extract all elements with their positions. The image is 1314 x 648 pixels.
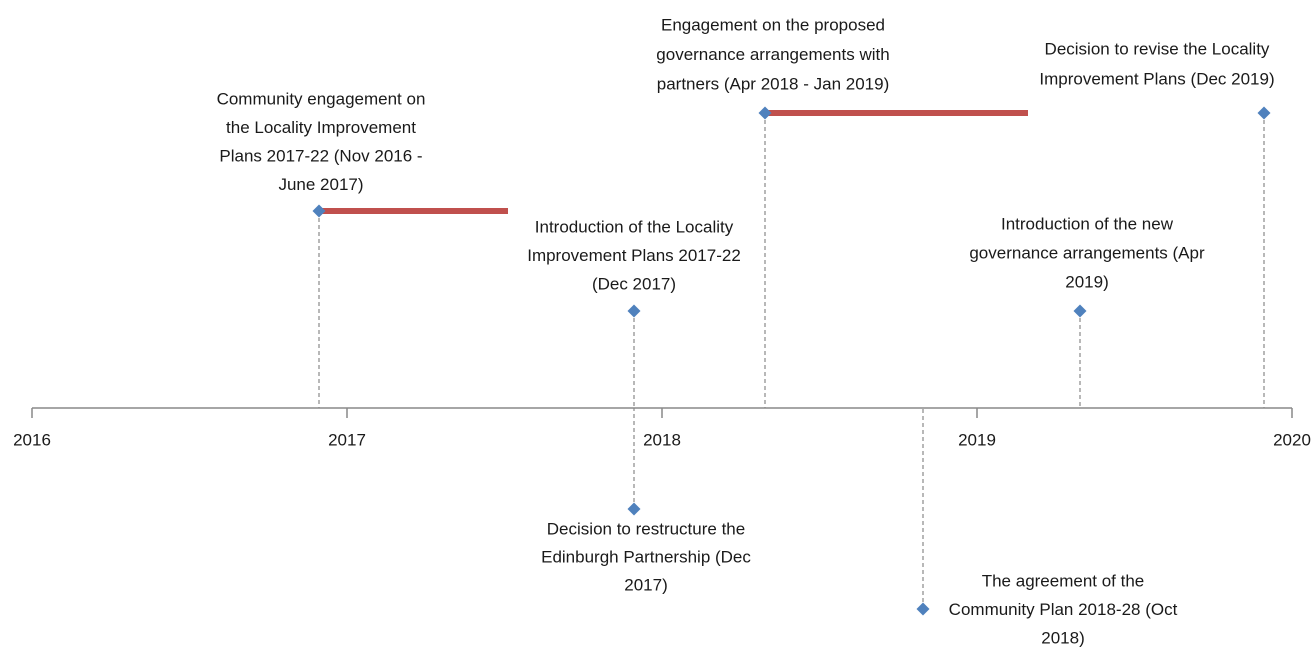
event-label: Decision to revise the Locality [1045, 39, 1270, 58]
event-label: governance arrangements with [656, 45, 889, 64]
year-label: 2018 [643, 430, 681, 449]
event-label: 2017) [624, 575, 667, 594]
event-label: June 2017) [278, 175, 363, 194]
year-label: 2019 [958, 430, 996, 449]
year-label: 2020 [1273, 430, 1311, 449]
event-label: the Locality Improvement [226, 118, 416, 137]
event-label: Improvement Plans (Dec 2019) [1039, 69, 1274, 88]
event-label: Introduction of the new [1001, 214, 1174, 233]
event-label: Community engagement on [217, 89, 426, 108]
event-label: Introduction of the Locality [535, 217, 734, 236]
event-label: partners (Apr 2018 - Jan 2019) [657, 74, 889, 93]
event-label: Edinburgh Partnership (Dec [541, 547, 751, 566]
event-label: (Dec 2017) [592, 274, 676, 293]
year-label: 2017 [328, 430, 366, 449]
event-label: The agreement of the [982, 571, 1145, 590]
event-label: 2018) [1041, 628, 1084, 647]
event-label: Decision to restructure the [547, 519, 745, 538]
milestone [627, 502, 641, 516]
milestone [312, 204, 326, 218]
event-label: Engagement on the proposed [661, 15, 885, 34]
milestone [758, 106, 772, 120]
event-label: Community Plan 2018-28 (Oct [949, 600, 1178, 619]
event-label: Plans 2017-22 (Nov 2016 - [219, 146, 422, 165]
milestone [1257, 106, 1271, 120]
event-label: 2019) [1065, 272, 1108, 291]
milestone [916, 602, 930, 616]
event-label: Improvement Plans 2017-22 [527, 246, 741, 265]
year-label: 2016 [13, 430, 51, 449]
milestone [1073, 304, 1087, 318]
event-label: governance arrangements (Apr [969, 243, 1205, 262]
milestone [627, 304, 641, 318]
